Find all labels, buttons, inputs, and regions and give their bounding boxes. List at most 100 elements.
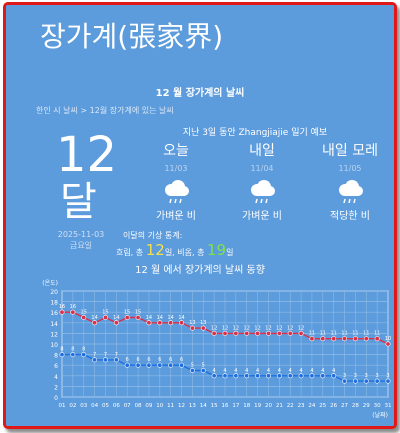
high-temp-point	[200, 325, 206, 331]
high-temp-label: 14	[113, 315, 119, 321]
forecast-day-name: 내일 모레	[322, 143, 378, 159]
high-temp-point	[244, 330, 250, 336]
low-temp-label: 4	[267, 368, 270, 374]
high-temp-point	[189, 325, 195, 331]
x-tick-label: 20	[265, 403, 272, 409]
low-temp-point	[363, 378, 369, 384]
high-temp-label: 12	[265, 325, 271, 331]
page-title: 장가계(張家界)	[40, 20, 224, 53]
low-temp-label: 3	[365, 373, 368, 379]
x-tick-label: 18	[243, 403, 250, 409]
page-subtitle: 12 월 장가계의 날씨	[155, 88, 245, 99]
high-temp-point	[331, 336, 337, 342]
sunny-count: 12	[145, 241, 165, 259]
high-temp-point	[233, 330, 239, 336]
low-temp-point	[222, 373, 228, 379]
x-tick-label: 31	[385, 403, 392, 409]
low-temp-point	[70, 352, 76, 358]
high-temp-label: 12	[222, 325, 228, 331]
high-temp-label: 15	[135, 310, 141, 316]
y-tick-label: 2	[54, 384, 58, 391]
x-tick-label: 17	[232, 403, 239, 409]
month-number: 12	[56, 127, 118, 183]
low-temp-point	[309, 373, 315, 379]
x-tick-label: 22	[287, 403, 294, 409]
content-panel: 장가계(張家界) 12 월 장가계의 날씨 한인 시 날씨 > 12월 장가계에…	[6, 5, 394, 426]
high-temp-label: 14	[178, 315, 184, 321]
low-temp-label: 4	[234, 368, 237, 374]
x-tick-label: 10	[156, 403, 163, 409]
x-tick-label: 21	[276, 403, 283, 409]
weather-card: 장가계(張家界) 12 월 장가계의 날씨 한인 시 날씨 > 12월 장가계에…	[3, 2, 397, 429]
low-temp-point	[233, 373, 239, 379]
low-temp-label: 6	[180, 357, 183, 363]
high-temp-label: 16	[70, 304, 76, 310]
low-temp-label: 4	[213, 368, 216, 374]
low-temp-label: 4	[332, 368, 335, 374]
forecast-day-condition: 가벼운 비	[156, 211, 196, 222]
sunny-unit: 일, 비옴,	[164, 248, 195, 257]
high-temp-label: 11	[363, 331, 369, 337]
high-temp-point	[342, 336, 348, 342]
low-temp-point	[331, 373, 337, 379]
x-tick-label: 09	[145, 403, 152, 409]
low-temp-point	[276, 373, 282, 379]
low-temp-point	[189, 368, 195, 374]
low-temp-point	[265, 373, 271, 379]
y-tick-label: 0	[54, 395, 58, 402]
x-tick-label: 08	[135, 403, 142, 409]
rain-label: 총	[197, 248, 205, 257]
rain-unit: 일	[226, 248, 234, 257]
low-temp-point	[352, 378, 358, 384]
low-temp-label: 7	[104, 352, 107, 358]
forecast-day-name: 내일	[249, 143, 275, 159]
low-temp-point	[385, 378, 391, 384]
low-temp-label: 8	[82, 347, 85, 353]
cloud-rain-icon	[247, 179, 277, 205]
forecast-day-after-tomorrow: 내일 모레 11/05 적당한 비	[310, 142, 390, 222]
high-temp-label: 13	[189, 320, 195, 326]
high-temp-label: 14	[167, 315, 173, 321]
y-tick-label: 16	[50, 310, 58, 317]
low-temp-point	[124, 362, 130, 368]
current-date: 2025-11-03	[57, 230, 105, 239]
low-temp-label: 3	[354, 373, 357, 379]
high-temp-label: 13	[200, 320, 206, 326]
forecast-heading: 지난 3일 동안 Zhangjiajie 일기 예보	[182, 128, 328, 138]
low-temp-label: 7	[93, 352, 96, 358]
y-tick-label: 12	[50, 331, 58, 338]
low-temp-label: 4	[278, 368, 281, 374]
low-temp-point	[179, 362, 185, 368]
high-temp-label: 12	[254, 325, 260, 331]
x-tick-label: 11	[167, 403, 174, 409]
low-temp-label: 4	[223, 368, 226, 374]
forecast-day-date: 11/03	[164, 164, 188, 173]
cloud-rain-icon	[161, 179, 191, 205]
forecast-day-date: 11/04	[250, 164, 274, 173]
low-temp-point	[92, 357, 98, 363]
low-temp-label: 5	[191, 363, 194, 369]
low-temp-label: 6	[126, 357, 129, 363]
x-tick-label: 16	[222, 403, 229, 409]
high-temp-point	[320, 336, 326, 342]
forecast-day-name: 오늘	[163, 143, 189, 159]
high-temp-point	[157, 320, 163, 326]
high-temp-point	[265, 330, 271, 336]
low-temp-point	[342, 378, 348, 384]
high-temp-point	[168, 320, 174, 326]
high-temp-label: 16	[59, 304, 65, 310]
x-tick-label: 07	[124, 403, 131, 409]
low-temp-point	[102, 357, 108, 363]
low-temp-label: 4	[321, 368, 324, 374]
high-temp-point	[276, 330, 282, 336]
high-temp-point	[298, 330, 304, 336]
low-temp-point	[298, 373, 304, 379]
x-tick-label: 01	[59, 403, 66, 409]
low-temp-point	[211, 373, 217, 379]
x-axis-label: (날짜)	[372, 411, 388, 419]
high-temp-label: 11	[374, 331, 380, 337]
x-tick-label: 14	[200, 403, 207, 409]
low-temp-label: 7	[115, 352, 118, 358]
y-tick-label: 6	[54, 363, 58, 370]
breadcrumb[interactable]: 한인 시 날씨 > 12월 장가계에 있는 날씨	[36, 106, 174, 115]
